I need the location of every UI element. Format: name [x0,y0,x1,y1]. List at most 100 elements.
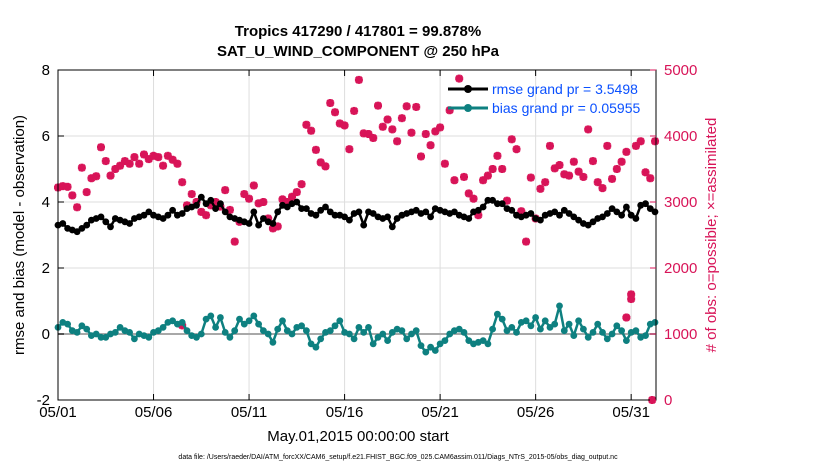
bias-point [632,327,640,335]
bias-point [532,314,539,321]
bias-point [560,327,568,335]
bias-point [240,320,248,328]
bias-point [431,347,439,354]
rmse-point [298,205,305,213]
y-tick-label: 6 [42,128,50,145]
rmse-point [570,213,578,221]
obs-marker-stroke [507,135,516,144]
obs-marker-stroke [259,198,268,206]
bias-point [307,340,315,348]
rmse-point [384,213,391,221]
bias-point [455,325,463,333]
bias-point [489,325,496,333]
obs-marker-stroke [178,178,187,187]
obs-marker-stroke [421,130,430,138]
bias-point [298,322,305,330]
y2-tick-label: 4000 [664,128,697,145]
y-tick-label: 8 [42,62,50,79]
obs-marker-stroke [101,157,110,165]
obs-assimilated-point [297,180,306,189]
obs-assimilated-point [393,137,402,146]
x-tick-label: 05/11 [231,404,267,421]
obs-assimilated-point [608,174,617,183]
bias-point [212,324,220,331]
bias-point [508,324,516,331]
obs-assimilated-point [598,184,607,193]
obs-marker-stroke [164,151,172,160]
obs-assimilated-point [106,171,115,180]
rmse-point [489,196,496,204]
x-tick-label: 05/06 [135,404,173,421]
obs-marker-stroke [565,171,573,180]
obs-possible-point [627,295,636,304]
obs-assimilated-point [221,186,230,195]
obs-assimilated-point [159,161,168,170]
obs-marker-stroke [297,180,306,189]
obs-assimilated-point [369,133,378,142]
rmse-point [494,200,501,208]
rmse-point [603,210,611,217]
y-axis-ticks: -2 0 2 4 6 8 [37,62,64,409]
obs-marker-stroke [627,295,636,303]
rmse-point [159,215,167,222]
obs-assimilated-point [316,158,325,167]
rmse-point [59,220,67,227]
obs-assimilated-point [345,145,354,154]
y2-tick-label: 2000 [664,260,697,277]
bias-point [111,329,119,336]
bias-point [97,333,105,341]
bias-point [365,324,372,331]
legend-rmse-label: rmse grand pr = 3.5498 [492,81,638,97]
obs-assimilated-point [187,190,196,199]
obs-marker-stroke [302,120,311,129]
obs-marker-stroke [106,171,115,180]
obs-marker-stroke [608,175,616,183]
obs-marker-stroke [426,141,435,150]
y2-tick-label: 5000 [664,62,697,79]
bias-point [570,332,578,339]
bias-point [221,329,229,336]
bias-point [78,322,86,330]
rmse-point [551,208,559,216]
y2-tick-label: 0 [664,392,672,409]
bias-point [197,330,205,338]
chart-title: Tropics 417290 / 417801 = 99.878% [235,23,481,40]
bias-point [92,330,100,338]
obs-assimilated-point [68,191,77,200]
bias-point [379,330,387,338]
obs-marker-stroke [598,184,607,192]
obs-marker-stroke [617,157,626,166]
obs-assimilated-point [259,198,268,206]
obs-assimilated-point [273,222,282,231]
obs-marker-stroke [622,313,631,322]
obs-assimilated-point [378,122,387,131]
bias-point [603,335,611,343]
rmse-point [317,206,325,214]
obs-marker-stroke [441,159,449,168]
obs-marker-stroke [168,155,177,164]
obs-assimilated-point [569,157,578,166]
obs-assimilated-point [326,99,335,107]
obs-marker-stroke [316,158,325,167]
rmse-point [78,225,86,232]
bias-point [245,317,253,325]
obs-assimilated-point [249,181,258,190]
obs-assimilated-point [73,203,82,212]
bias-point [126,329,133,336]
obs-marker-stroke [417,152,425,161]
bias-point [441,337,449,344]
obs-assimilated-point [612,165,621,173]
obs-assimilated-point [354,75,363,84]
rmse-point [584,221,592,229]
obs-assimilated-point [622,147,631,156]
obs-marker-stroke [579,173,588,181]
rmse-point [312,211,320,219]
obs-assimilated-point [292,188,301,197]
bias-point [417,342,425,349]
obs-marker-stroke [68,191,77,200]
x-tick-label: 05/01 [39,404,77,421]
rmse-point [618,211,625,219]
obs-marker-stroke [560,170,569,179]
bias-point [651,319,659,326]
rmse-point [508,206,516,214]
